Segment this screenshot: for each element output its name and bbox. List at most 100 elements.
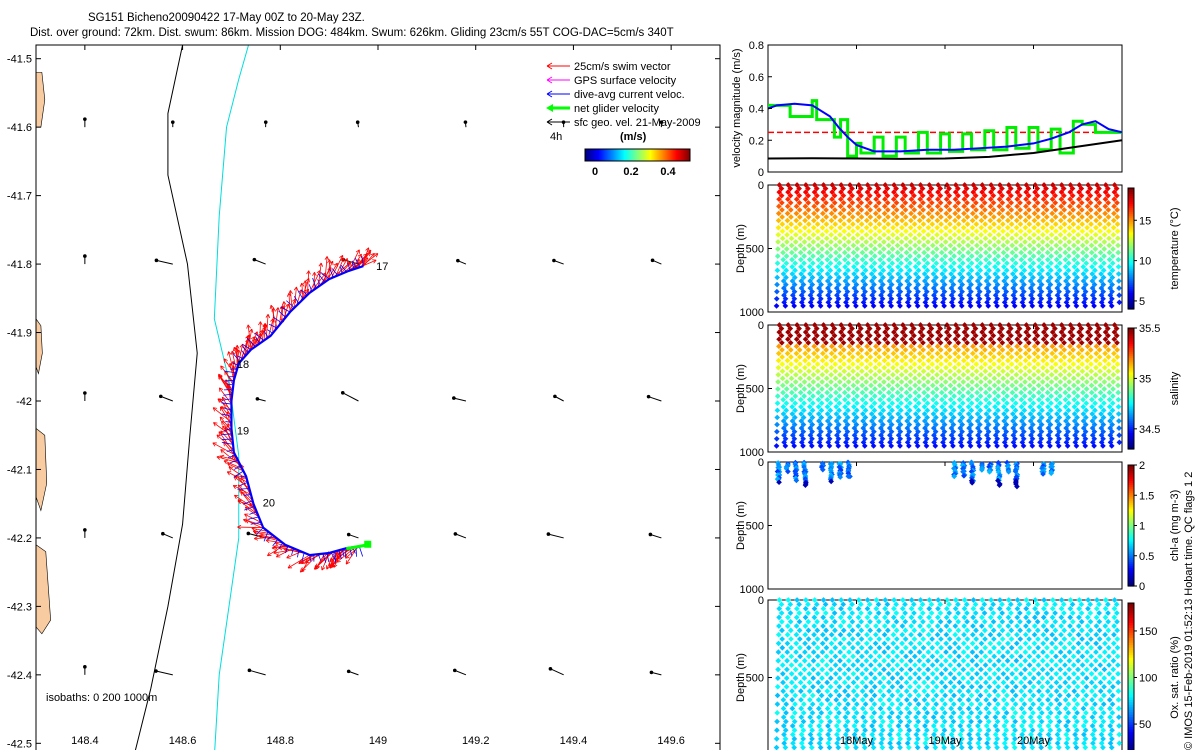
geo-velocity-arrow	[342, 392, 359, 402]
scatter-point	[779, 199, 785, 206]
dac-vector	[255, 336, 261, 344]
map-xtick-label: 148.4	[71, 735, 99, 747]
swim-vector-head	[304, 288, 310, 294]
colorbar-step	[633, 149, 635, 161]
scatter-point	[787, 199, 794, 206]
scatter-point	[784, 217, 791, 224]
scatter-point	[779, 221, 786, 227]
colorbar-step	[679, 149, 681, 161]
colorbar-step	[681, 149, 683, 161]
colorbar-step	[627, 149, 629, 161]
map-ytick-label: -42	[16, 396, 32, 408]
swim-vector	[313, 272, 315, 290]
swim-vector	[336, 546, 357, 563]
swim-vector	[260, 534, 278, 540]
swim-vector-head	[220, 365, 225, 370]
geo-velocity-layer	[83, 117, 664, 676]
scatter-colorbar-label: 35	[1139, 373, 1151, 385]
swim-vector	[218, 431, 235, 453]
land-patch	[36, 72, 46, 128]
colorbar-step	[638, 149, 640, 161]
swim-vector-head	[345, 560, 350, 565]
colorbar-step	[612, 149, 614, 161]
swim-vector	[317, 262, 322, 287]
geo-velocity-arrowhead	[648, 532, 653, 537]
scatter-ytick-label: 0	[758, 320, 764, 332]
geo-velocity-arrowhead	[646, 394, 651, 399]
geo-velocity-arrow	[548, 533, 564, 539]
velocity-ytick-label: 0.8	[749, 40, 764, 52]
swim-vector-head	[219, 416, 224, 421]
dac-vector	[226, 383, 234, 386]
dac-vector	[334, 551, 337, 564]
velocity-lines	[768, 99, 1122, 160]
swim-vector-head	[275, 307, 280, 312]
swim-vector-head	[265, 314, 271, 319]
dac-vector	[221, 413, 232, 417]
scatter-point	[773, 303, 780, 309]
colorbar-step	[600, 149, 602, 161]
swim-vector-head	[240, 491, 246, 496]
map-ytick-label: -41.5	[7, 54, 32, 66]
velocity-series-2	[768, 102, 1122, 153]
geo-velocity-arrowhead	[83, 391, 87, 395]
colorbar-step	[625, 149, 627, 161]
scatter-ylabel: Depth (m)	[735, 224, 747, 273]
swim-vector	[335, 258, 345, 277]
swim-vector	[219, 387, 232, 405]
colorbar-step	[613, 149, 615, 161]
swim-vector-head	[286, 554, 291, 559]
colorbar-step	[607, 149, 609, 161]
geo-velocity-arrowhead	[340, 390, 345, 395]
geo-velocity-arrowhead	[246, 531, 251, 536]
scatter-point	[775, 246, 781, 252]
legend-net: net glider velocity	[574, 103, 659, 115]
geo-velocity-arrowhead	[83, 254, 87, 258]
velocity-ytick-label: 0	[758, 167, 764, 179]
scatter-point	[788, 214, 794, 220]
land-layer	[36, 72, 51, 635]
colorbar-step	[670, 149, 672, 161]
dac-vector	[351, 260, 358, 269]
swim-vector	[286, 551, 302, 559]
dac-vector	[342, 549, 345, 557]
velocity-ytick-label: 0.4	[749, 104, 764, 116]
scatter-point	[788, 228, 795, 235]
land-patch	[36, 544, 51, 635]
swim-vector	[237, 526, 264, 529]
dac-vector	[326, 553, 330, 563]
geo-velocity-arrow	[156, 259, 173, 265]
scatter-point	[789, 271, 796, 277]
swim-vector-head	[306, 270, 311, 275]
scatter-point	[788, 242, 795, 249]
colorbar-step	[588, 149, 590, 161]
dac-vector	[223, 393, 233, 396]
day-label: 20	[263, 497, 275, 509]
map-legend: 25cm/s swim vector GPS surface velocity …	[546, 61, 701, 178]
scatter-point	[779, 214, 785, 220]
dac-vector	[256, 527, 264, 535]
colorbar-step	[609, 149, 611, 161]
map-ytick-label: -42.3	[7, 601, 32, 613]
colorbar-step	[662, 149, 664, 161]
colorbar-step	[614, 149, 616, 161]
glider-track	[230, 265, 364, 557]
geo-velocity-arrowhead	[548, 667, 553, 671]
velocity-ylabel: velocity magnitude (m/s)	[731, 48, 743, 167]
legend-swim: 25cm/s swim vector	[574, 61, 671, 73]
scatter-point	[788, 235, 795, 242]
map-ytick-label: -41.8	[7, 259, 32, 271]
colorbar-step	[589, 149, 591, 161]
swim-vector	[267, 318, 274, 338]
swim-vector	[287, 554, 310, 569]
geo-velocity-arrowhead	[553, 394, 557, 399]
net-glider-velocity-head	[364, 540, 372, 548]
scatter-point	[780, 271, 787, 277]
swim-vector-head	[232, 485, 238, 490]
geo-velocity-arrowhead	[154, 669, 158, 673]
swim-vector-head	[324, 256, 330, 261]
dac-vector	[297, 550, 300, 558]
geo-velocity-arrowhead	[355, 120, 360, 125]
